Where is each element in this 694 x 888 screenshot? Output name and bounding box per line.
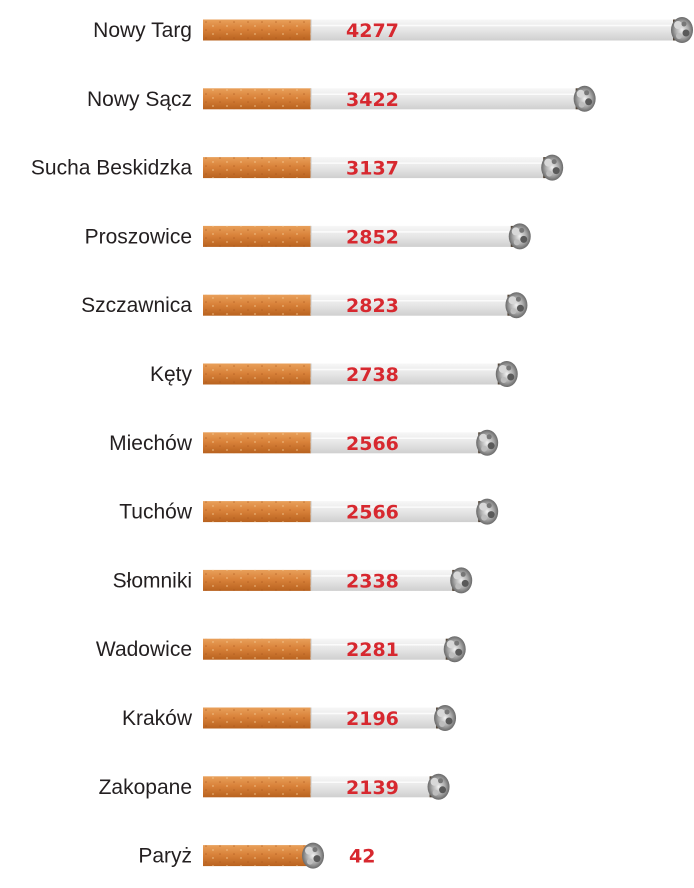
bar-filter-texture xyxy=(203,638,311,660)
category-label: Kraków xyxy=(122,707,193,730)
category-label: Nowy Sącz xyxy=(87,88,192,111)
bar-row: Wadowice 2281 xyxy=(96,636,466,663)
bar-row: Nowy Targ 4277 xyxy=(93,17,693,43)
value-label: 2566 xyxy=(346,433,399,455)
cigarette-bar xyxy=(203,498,499,525)
bar-filter-texture xyxy=(203,845,311,867)
category-label: Proszowice xyxy=(85,225,192,248)
bar-filter-texture xyxy=(203,501,311,523)
bar-ash-tip xyxy=(427,773,450,800)
value-label: 4277 xyxy=(346,20,399,42)
bar-row: Tuchów 2566 xyxy=(119,498,499,525)
bar-filter-texture xyxy=(203,432,311,454)
bar-filter-texture xyxy=(203,776,311,798)
category-label: Tuchów xyxy=(119,501,193,524)
bar-ash-tip xyxy=(443,636,466,663)
bar-ash-tip xyxy=(573,85,596,112)
category-label: Szczawnica xyxy=(81,294,192,317)
bar-paper xyxy=(311,294,511,316)
bar-ash-tip xyxy=(541,154,564,181)
value-label: 2823 xyxy=(346,295,399,317)
cigarette-bar xyxy=(203,705,457,731)
value-label: 3137 xyxy=(346,158,399,180)
cigarette-bar xyxy=(203,361,518,387)
bar-filter-texture xyxy=(203,363,311,385)
bar-filter-texture xyxy=(203,19,311,41)
cigarette-bar xyxy=(203,292,528,319)
bar-filter-texture xyxy=(203,569,311,591)
bar-row: Zakopane 2139 xyxy=(99,773,450,800)
value-label: 2139 xyxy=(346,777,399,799)
bar-ash-tip xyxy=(508,223,531,250)
bar-row: Nowy Sącz 3422 xyxy=(87,85,596,112)
category-label: Zakopane xyxy=(99,776,192,799)
bar-paper xyxy=(311,225,514,247)
bar-ash-tip xyxy=(476,429,499,456)
value-label: 2281 xyxy=(346,639,399,661)
bar-ash-tip xyxy=(505,292,528,319)
cigarette-bar xyxy=(203,842,324,869)
cigarette-bar xyxy=(203,636,466,663)
cigarette-bar xyxy=(203,85,596,112)
bar-row: Kęty 2738 xyxy=(150,361,518,387)
value-label: 2338 xyxy=(346,570,399,592)
value-label: 2566 xyxy=(346,502,399,524)
value-label: 2852 xyxy=(346,226,399,248)
cigarette-bar xyxy=(203,17,693,43)
bar-filter-texture xyxy=(203,707,311,729)
cigarette-bar xyxy=(203,429,499,456)
category-label: Słomniki xyxy=(113,569,192,592)
bar-ash-tip xyxy=(495,361,518,387)
bar-ash-tip xyxy=(450,567,473,594)
bar-filter-texture xyxy=(203,88,311,110)
bar-filter-texture xyxy=(203,225,311,247)
cigarette-bar xyxy=(203,154,564,181)
bar-row: Paryż 42 xyxy=(138,842,375,869)
bar-ash-tip xyxy=(476,498,499,525)
value-label: 42 xyxy=(349,846,375,868)
category-label: Sucha Beskidzka xyxy=(31,157,192,180)
cigarette-bar xyxy=(203,773,450,800)
category-label: Paryż xyxy=(138,845,192,868)
bar-row: Szczawnica 2823 xyxy=(81,292,528,319)
category-label: Nowy Targ xyxy=(93,19,192,42)
cigarette-bar xyxy=(203,223,531,250)
bar-row: Słomniki 2338 xyxy=(113,567,473,594)
bar-row: Kraków 2196 xyxy=(122,705,457,731)
category-label: Miechów xyxy=(109,432,193,455)
bar-ash-tip xyxy=(671,17,693,43)
bar-row: Sucha Beskidzka 3137 xyxy=(31,154,564,181)
bar-ash-tip xyxy=(434,705,457,731)
bar-row: Miechów 2566 xyxy=(109,429,499,456)
value-label: 2196 xyxy=(346,708,399,730)
bar-paper xyxy=(311,363,501,385)
value-label: 3422 xyxy=(346,89,399,111)
bar-ash-tip xyxy=(302,842,324,869)
category-label: Kęty xyxy=(150,363,193,386)
value-label: 2738 xyxy=(346,364,399,386)
bar-filter-texture xyxy=(203,157,311,179)
bar-filter-texture xyxy=(203,294,311,316)
bar-row: Proszowice 2852 xyxy=(85,223,531,250)
category-label: Wadowice xyxy=(96,638,192,661)
cigarette-bar xyxy=(203,567,473,594)
